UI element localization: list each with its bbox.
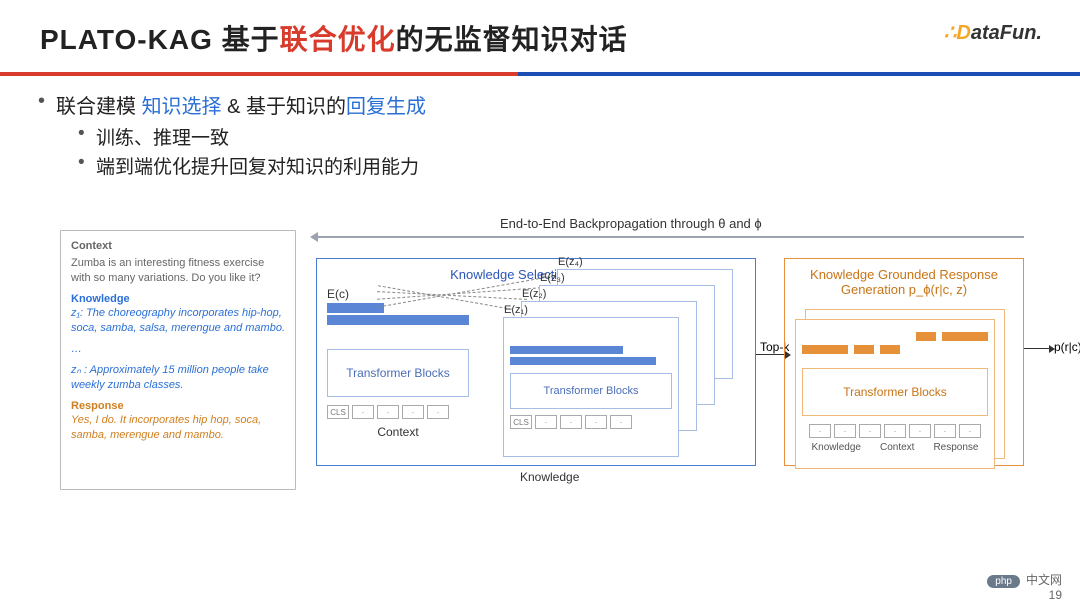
php-badge: php	[987, 575, 1020, 588]
knowledge-transformer: Transformer Blocks	[510, 373, 672, 409]
prc-label: p(r|c)	[1054, 340, 1080, 354]
response-transformer: Transformer Blocks	[802, 368, 988, 416]
response-tokens: ·· ·· ·· ·	[802, 424, 988, 438]
context-text: Zumba is an interesting fitness exercise…	[71, 256, 285, 286]
divider-bar	[0, 72, 1080, 76]
knowledge-heading: Knowledge	[71, 292, 285, 307]
example-box: Context Zumba is an interesting fitness …	[60, 230, 296, 490]
context-column: E(c) Transformer Blocks CLS · · · · Cont…	[327, 303, 469, 439]
architecture-diagram: Context Zumba is an interesting fitness …	[60, 220, 1040, 510]
bullet-main: 联合建模 知识选择 & 基于知识的回复生成	[56, 90, 1040, 119]
knowledge-dots: …	[71, 342, 285, 357]
slide-title: PLATO-KAG 基于联合优化的无监督知识对话	[40, 18, 1040, 58]
title-post: 的无监督知识对话	[396, 24, 628, 55]
topk-arrow	[756, 354, 786, 355]
knowledge-label: Knowledge	[520, 470, 579, 484]
response-sublabels: Knowledge Context Response	[802, 442, 988, 453]
knowledge-stack: E(z₄) E(z₃) E(z₂) E(z₁) Transformer Bloc…	[501, 287, 737, 459]
output-arrow	[1024, 348, 1050, 349]
bullet-sub-2: 端到端优化提升回复对知识的利用能力	[96, 152, 1040, 179]
response-generation-panel: Knowledge Grounded Response Generation p…	[784, 258, 1024, 466]
kg-title: Knowledge Grounded Response Generation p…	[795, 267, 1013, 297]
logo-rest: ataFun.	[971, 22, 1042, 44]
ec-label: E(c)	[327, 287, 349, 301]
response-heading: Response	[71, 399, 285, 414]
title-emphasis: 联合优化	[280, 24, 396, 55]
bullet-sub-1: 训练、推理一致	[96, 123, 1040, 150]
knowledge-1: z₁: The choreography incorporates hip-ho…	[71, 306, 285, 336]
backprop-caption: End-to-End Backpropagation through θ and…	[500, 216, 762, 231]
orange-bars-top	[802, 332, 988, 341]
knowledge-n: zₙ : Approximately 15 million people tak…	[71, 363, 285, 393]
footer: php 中文网 19	[987, 571, 1062, 602]
content: 联合建模 知识选择 & 基于知识的回复生成 训练、推理一致 端到端优化提升回复对…	[0, 76, 1080, 179]
context-tokens: CLS · · · ·	[327, 405, 469, 419]
knowledge-selection-panel: Knowledge Selection p_θ(z|c) E(c) Transf…	[316, 258, 756, 466]
page-number: 19	[987, 588, 1062, 602]
logo-d: D	[956, 22, 970, 44]
context-transformer: Transformer Blocks	[327, 349, 469, 397]
footer-cn: 中文网	[1026, 573, 1062, 587]
context-heading: Context	[71, 239, 285, 254]
context-label: Context	[327, 425, 469, 439]
header: PLATO-KAG 基于联合优化的无监督知识对话 ∴DataFun.	[0, 0, 1080, 66]
backprop-arrow	[316, 236, 1024, 238]
title-pre: PLATO-KAG 基于	[40, 24, 280, 55]
datafun-logo: ∴DataFun.	[944, 20, 1042, 45]
response-text: Yes, I do. It incorporates hip hop, soca…	[71, 413, 285, 443]
